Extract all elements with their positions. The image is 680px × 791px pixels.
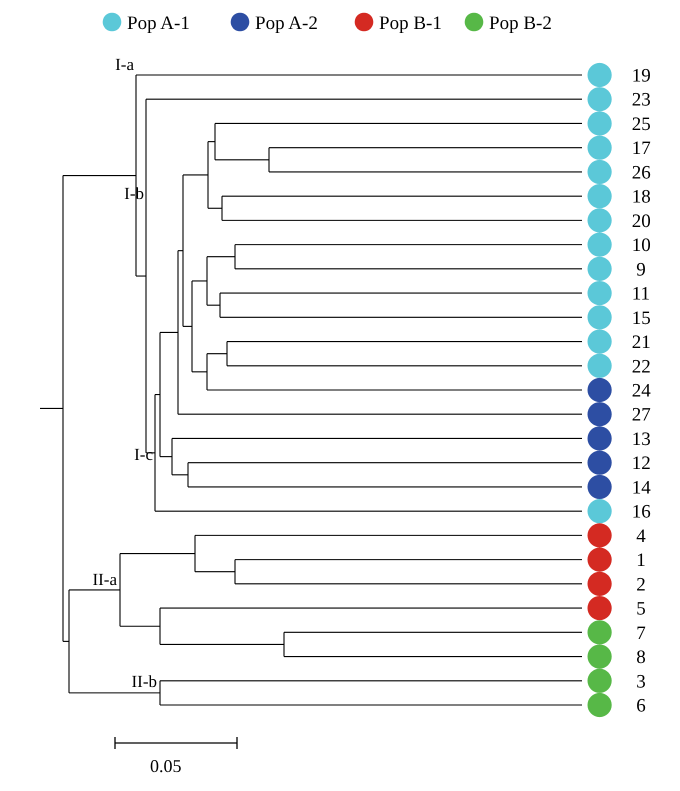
svg-text:6: 6 [636,696,646,717]
svg-text:25: 25 [632,114,651,135]
svg-text:Pop B-1: Pop B-1 [379,13,442,34]
svg-text:0.05: 0.05 [150,756,182,776]
svg-text:15: 15 [632,308,651,329]
svg-text:I-c: I-c [134,445,153,464]
svg-text:22: 22 [632,356,651,377]
svg-text:I-b: I-b [124,184,144,203]
svg-text:5: 5 [636,599,646,620]
svg-text:3: 3 [636,671,646,692]
svg-text:II-a: II-a [92,570,117,589]
svg-text:27: 27 [632,405,651,426]
svg-text:24: 24 [632,381,652,402]
svg-text:18: 18 [632,187,651,208]
svg-text:1: 1 [636,550,646,571]
svg-text:Pop A-2: Pop A-2 [255,13,318,34]
svg-text:II-b: II-b [132,672,157,691]
svg-text:16: 16 [632,502,651,523]
svg-text:21: 21 [632,332,651,353]
svg-text:4: 4 [636,526,646,547]
svg-text:13: 13 [632,429,651,450]
svg-text:11: 11 [632,284,650,305]
svg-text:26: 26 [632,162,651,183]
svg-text:17: 17 [632,138,651,159]
svg-text:14: 14 [632,477,652,498]
svg-text:7: 7 [636,623,646,644]
svg-text:8: 8 [636,647,646,668]
svg-text:2: 2 [636,574,646,595]
svg-text:23: 23 [632,90,651,111]
svg-text:19: 19 [632,66,651,87]
svg-text:I-a: I-a [115,55,134,74]
svg-text:20: 20 [632,211,651,232]
svg-text:10: 10 [632,235,651,256]
svg-text:Pop B-2: Pop B-2 [489,13,552,34]
svg-text:9: 9 [636,259,646,280]
svg-text:Pop A-1: Pop A-1 [127,13,190,34]
svg-text:12: 12 [632,453,651,474]
